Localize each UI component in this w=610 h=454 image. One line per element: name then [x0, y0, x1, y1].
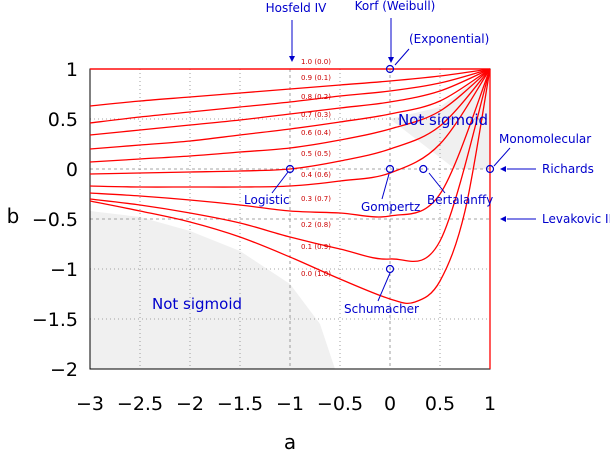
not-sigmoid-region-upper-right	[390, 69, 490, 169]
curve-label: 0.0 (1.0)	[301, 270, 331, 278]
not-sigmoid-shading	[90, 69, 490, 369]
model-annotations: Hosfeld IV Korf (Weibull) (Exponential) Mon…	[244, 0, 610, 316]
richards-arrow-head	[500, 166, 506, 172]
curve-4	[89, 68, 491, 150]
monomolecular-marker	[485, 164, 495, 174]
x-tick-label: 0	[384, 393, 396, 415]
not-sigmoid-label-lower: Not sigmoid	[152, 295, 242, 313]
curve-9	[89, 68, 491, 263]
bertalanffy-leader	[428, 172, 446, 194]
hosfeld-iv-label: Hosfeld IV	[266, 1, 328, 15]
monomolecular-leader	[493, 147, 511, 167]
x-tick-label: −2.5	[117, 393, 163, 415]
x-tick-label: −0.5	[317, 393, 363, 415]
exponential-leader	[394, 48, 410, 66]
curve-5	[89, 68, 491, 163]
curve-label: 0.6 (0.4)	[301, 129, 331, 137]
y-tick-label: 1	[66, 59, 78, 81]
monomolecular-label: Monomolecular	[499, 132, 591, 146]
korf-weibull-label: Korf (Weibull)	[355, 0, 436, 13]
logistic-marker	[285, 164, 295, 174]
schumacher-label: Schumacher	[344, 302, 419, 316]
x-tick-label: −3	[76, 393, 104, 415]
gompertz-label: Gompertz	[361, 200, 420, 214]
bertalanffy-marker	[419, 164, 428, 174]
curve-2	[89, 68, 491, 124]
curve-label: 0.4 (0.6)	[301, 171, 331, 179]
curve-8	[89, 68, 491, 218]
region-labels: Not sigmoid Not sigmoid	[152, 111, 488, 313]
curve-labels: 1.0 (0.0) 0.9 (0.1) 0.8 (0.2) 0.7 (0.3) 0.6 …	[301, 58, 331, 278]
not-sigmoid-region-lower-left	[90, 211, 335, 369]
y-tick-label: 0	[66, 159, 78, 181]
levakovic-iii-label: Levakovic III	[542, 212, 610, 226]
curve-label: 1.0 (0.0)	[301, 58, 331, 66]
exponential-label: (Exponential)	[409, 32, 489, 46]
korf-arrow-head	[388, 57, 394, 63]
x-tick-label: 1	[484, 393, 496, 415]
x-axis-label: a	[284, 430, 296, 454]
x-tick-label: −1.5	[217, 393, 263, 415]
not-sigmoid-label-upper: Not sigmoid	[398, 111, 488, 129]
richards-label: Richards	[542, 162, 594, 176]
gompertz-marker	[385, 164, 395, 174]
tick-labels: −3 −2.5 −2 −1.5 −1 −0.5 0 0.5 1 1 0.5 0 −0.5 −1 −1.5 −2	[32, 59, 496, 415]
y-tick-label: −0.5	[32, 209, 78, 231]
korf-marker	[385, 64, 395, 74]
x-tick-label: 0.5	[425, 393, 455, 415]
curve-1	[89, 68, 491, 107]
y-tick-label: −1.5	[32, 309, 78, 331]
y-tick-label: −1	[50, 259, 78, 281]
curve-group	[89, 68, 491, 369]
hosfeld-iv-arrow-head	[289, 56, 295, 62]
curve-label: 0.5 (0.5)	[301, 150, 331, 158]
curve-10	[89, 68, 491, 305]
levakovic-arrow-head	[500, 216, 506, 222]
curve-label: 0.2 (0.8)	[301, 221, 331, 229]
curve-label: 0.9 (0.1)	[301, 74, 331, 82]
logistic-leader	[271, 171, 289, 194]
x-tick-label: −1	[276, 393, 304, 415]
gompertz-leader	[381, 173, 390, 200]
x-tick-label: −2	[176, 393, 204, 415]
schumacher-marker	[385, 264, 395, 274]
y-tick-label: −2	[50, 359, 78, 381]
curve-label: 0.3 (0.7)	[301, 195, 331, 203]
curve-3	[89, 68, 491, 136]
curve-label: 0.8 (0.2)	[301, 93, 331, 101]
y-axis-label: b	[7, 204, 20, 228]
schumacher-leader	[377, 272, 391, 302]
curve-7	[89, 68, 491, 188]
logistic-label: Logistic	[244, 193, 290, 207]
curve-label: 0.7 (0.3)	[301, 111, 331, 119]
curve-label: 0.1 (0.9)	[301, 243, 331, 251]
y-tick-label: 0.5	[48, 109, 78, 131]
curve-6	[89, 68, 491, 175]
bertalanffy-label: Bertalanffy	[427, 193, 493, 207]
